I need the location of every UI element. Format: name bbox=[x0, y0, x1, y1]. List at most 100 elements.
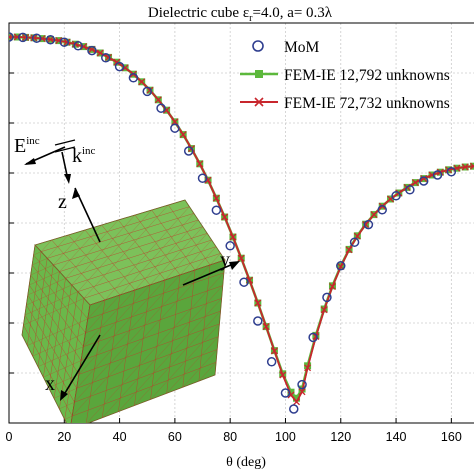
series-layer bbox=[9, 32, 474, 414]
mesh-line bbox=[81, 310, 221, 361]
k-inc-label: kinc bbox=[72, 145, 96, 167]
fem-72732-point bbox=[329, 283, 336, 291]
mesh-line bbox=[74, 349, 218, 403]
legend-entry-fem-72732: FEM-IE 72,732 unknowns bbox=[240, 95, 450, 112]
mesh-line bbox=[134, 214, 181, 276]
fem-72732-point bbox=[362, 221, 370, 229]
mesh-line bbox=[47, 213, 194, 259]
fem-72732-point bbox=[22, 33, 30, 41]
fem-72732-point bbox=[345, 246, 353, 254]
mesh-line bbox=[27, 318, 88, 346]
mesh-line bbox=[27, 278, 66, 296]
mesh-line bbox=[71, 214, 136, 286]
mesh-line bbox=[209, 253, 221, 266]
mesh-line bbox=[76, 336, 219, 389]
mom-point bbox=[128, 73, 139, 83]
fem-72732-point bbox=[47, 35, 54, 43]
mesh-line bbox=[21, 244, 36, 336]
mom-point bbox=[73, 41, 83, 51]
mesh-line bbox=[134, 310, 221, 406]
mesh-line bbox=[83, 253, 221, 299]
mom-point bbox=[280, 388, 291, 398]
mesh-line bbox=[85, 285, 223, 334]
mesh-line bbox=[76, 274, 181, 389]
mesh-line bbox=[43, 360, 82, 378]
series-line-fem-72732 bbox=[9, 36, 474, 404]
mesh-line bbox=[214, 259, 226, 376]
mesh-line bbox=[87, 374, 216, 423]
chart-title-main: Dielectric cube ε bbox=[148, 5, 249, 21]
mesh-line bbox=[150, 279, 166, 400]
cube-illustration bbox=[21, 199, 226, 423]
fem-72732-point bbox=[370, 211, 378, 219]
mesh-line bbox=[149, 226, 203, 286]
mesh-line bbox=[168, 204, 211, 266]
mesh-line bbox=[27, 251, 42, 346]
mom-point bbox=[142, 86, 152, 97]
mom-point bbox=[9, 32, 14, 42]
mesh-line bbox=[182, 269, 196, 388]
mesh-line bbox=[64, 415, 73, 420]
chart-title-sub: r bbox=[249, 13, 253, 24]
x-tick-label: 140 bbox=[386, 430, 407, 444]
fem-72732-point bbox=[279, 371, 287, 379]
mesh-line bbox=[150, 323, 220, 400]
fem-72732-point bbox=[320, 306, 328, 314]
fem-72732-point bbox=[196, 160, 204, 168]
mom-point bbox=[114, 61, 125, 72]
mesh-line bbox=[23, 298, 84, 326]
mom-point bbox=[289, 404, 299, 414]
mesh-line bbox=[51, 239, 106, 301]
fem-72732-point bbox=[229, 233, 237, 241]
x-tick-label: 20 bbox=[57, 430, 71, 444]
fem-72732-point bbox=[63, 38, 71, 46]
fem-72732-point bbox=[105, 53, 112, 61]
legend-entry-fem-12792: FEM-IE 12,792 unknowns bbox=[240, 67, 450, 84]
fem-72732-point bbox=[420, 175, 428, 183]
mesh-line bbox=[74, 269, 196, 403]
x-tick-label: 100 bbox=[275, 430, 296, 444]
mesh-line bbox=[27, 294, 80, 375]
mom-point bbox=[197, 173, 208, 183]
mesh-line bbox=[118, 219, 166, 281]
mesh-line bbox=[84, 229, 136, 291]
mom-point bbox=[308, 332, 318, 343]
mom-point bbox=[45, 35, 56, 45]
mesh-line bbox=[89, 259, 226, 306]
mesh-line bbox=[29, 271, 60, 286]
x-tick-label: 80 bbox=[223, 430, 237, 444]
mom-point bbox=[156, 103, 166, 113]
fem-12792-point bbox=[287, 388, 295, 396]
mesh-line bbox=[26, 284, 72, 306]
mesh-line bbox=[78, 323, 220, 375]
mesh-line bbox=[32, 258, 48, 357]
mesh-line bbox=[101, 224, 151, 286]
fem-72732-point bbox=[461, 163, 469, 171]
mesh-line bbox=[32, 332, 86, 357]
mesh-line bbox=[30, 264, 54, 276]
chart-title-rest: =4.0, a= 0.3λ bbox=[252, 5, 332, 21]
fem-72732-point bbox=[212, 194, 220, 202]
mesh-line bbox=[86, 272, 225, 423]
fem-72732-point bbox=[470, 162, 474, 170]
mesh-line bbox=[184, 199, 226, 261]
fem-72732-point bbox=[138, 78, 146, 86]
mom-point bbox=[297, 379, 307, 390]
mesh-line bbox=[37, 264, 54, 367]
z-axis-arrow bbox=[72, 187, 101, 243]
mesh-line bbox=[64, 298, 85, 420]
mom-point bbox=[18, 32, 28, 43]
mesh-line bbox=[83, 204, 169, 299]
legend: MoM FEM-IE 12,792 unknowns FEM-IE 72,732… bbox=[240, 39, 450, 112]
mesh-line bbox=[101, 294, 121, 418]
x-axis-label-symbol: θ bbox=[226, 455, 233, 470]
fem-72732-point bbox=[293, 398, 300, 406]
mesh-line bbox=[21, 334, 67, 423]
fem-72732-point bbox=[262, 323, 270, 331]
mesh-line bbox=[29, 284, 82, 361]
mom-point bbox=[322, 292, 332, 303]
mesh-line bbox=[59, 291, 79, 409]
x-ticks: 0 20 40 60 80 100 120 140 160 bbox=[6, 72, 462, 444]
mesh-line bbox=[72, 264, 211, 417]
x-tick-label: 0 bbox=[6, 430, 13, 444]
